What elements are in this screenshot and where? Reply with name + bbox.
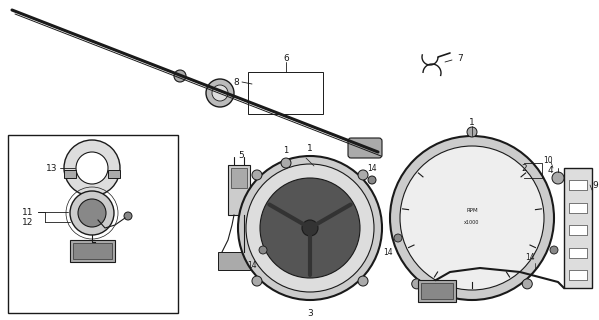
Circle shape	[479, 169, 489, 179]
Circle shape	[281, 158, 291, 168]
Text: 1: 1	[283, 146, 289, 155]
Text: 14: 14	[525, 253, 535, 262]
Text: 12: 12	[22, 218, 34, 227]
FancyBboxPatch shape	[348, 138, 382, 158]
Text: 13: 13	[46, 164, 58, 172]
Bar	[569, 225, 587, 235]
Circle shape	[550, 246, 558, 254]
Bar	[569, 247, 587, 258]
Text: 7: 7	[457, 53, 463, 62]
Circle shape	[206, 79, 234, 107]
Text: 14: 14	[367, 164, 377, 172]
Text: x1000: x1000	[464, 220, 480, 225]
Text: 3: 3	[307, 309, 313, 318]
Bar	[569, 270, 587, 280]
Bar	[569, 203, 587, 212]
Text: 9: 9	[592, 180, 598, 189]
Text: 1: 1	[307, 143, 313, 153]
Circle shape	[64, 140, 120, 196]
Circle shape	[238, 156, 382, 300]
Bar	[421, 283, 453, 299]
Circle shape	[305, 157, 315, 167]
Circle shape	[174, 70, 186, 82]
Circle shape	[390, 136, 554, 300]
Circle shape	[358, 276, 368, 286]
Text: 1: 1	[469, 117, 475, 126]
Bar	[73, 243, 112, 259]
Text: 10: 10	[543, 156, 553, 164]
Bar	[218, 252, 250, 270]
Circle shape	[394, 234, 402, 242]
Circle shape	[76, 152, 108, 184]
Circle shape	[124, 212, 132, 220]
Circle shape	[467, 127, 477, 137]
Text: RPM: RPM	[466, 207, 478, 212]
Circle shape	[302, 220, 318, 236]
Circle shape	[522, 279, 533, 289]
Bar	[488, 168, 516, 180]
Circle shape	[368, 176, 376, 184]
Circle shape	[358, 170, 368, 180]
Circle shape	[252, 170, 262, 180]
Bar	[64, 170, 76, 178]
Bar	[70, 240, 115, 262]
Circle shape	[246, 164, 374, 292]
Bar	[228, 165, 250, 215]
Circle shape	[259, 246, 267, 254]
Text: 14: 14	[383, 247, 393, 257]
Bar	[569, 180, 587, 190]
Text: 4: 4	[547, 165, 553, 174]
Circle shape	[70, 191, 114, 235]
Bar	[418, 280, 456, 302]
Bar	[8, 135, 178, 313]
Text: 8: 8	[233, 77, 239, 86]
Circle shape	[412, 279, 422, 289]
Circle shape	[252, 276, 262, 286]
Bar	[231, 168, 247, 188]
Circle shape	[260, 178, 360, 278]
Bar	[564, 168, 592, 288]
Circle shape	[552, 172, 564, 184]
Text: 14: 14	[247, 260, 257, 269]
Circle shape	[212, 85, 228, 101]
Text: 6: 6	[283, 53, 289, 62]
Text: 11: 11	[22, 207, 34, 217]
Text: 2: 2	[521, 164, 527, 172]
Text: 5: 5	[238, 150, 244, 159]
Bar	[108, 170, 120, 178]
Circle shape	[400, 146, 544, 290]
Circle shape	[78, 199, 106, 227]
Bar	[248, 72, 323, 114]
